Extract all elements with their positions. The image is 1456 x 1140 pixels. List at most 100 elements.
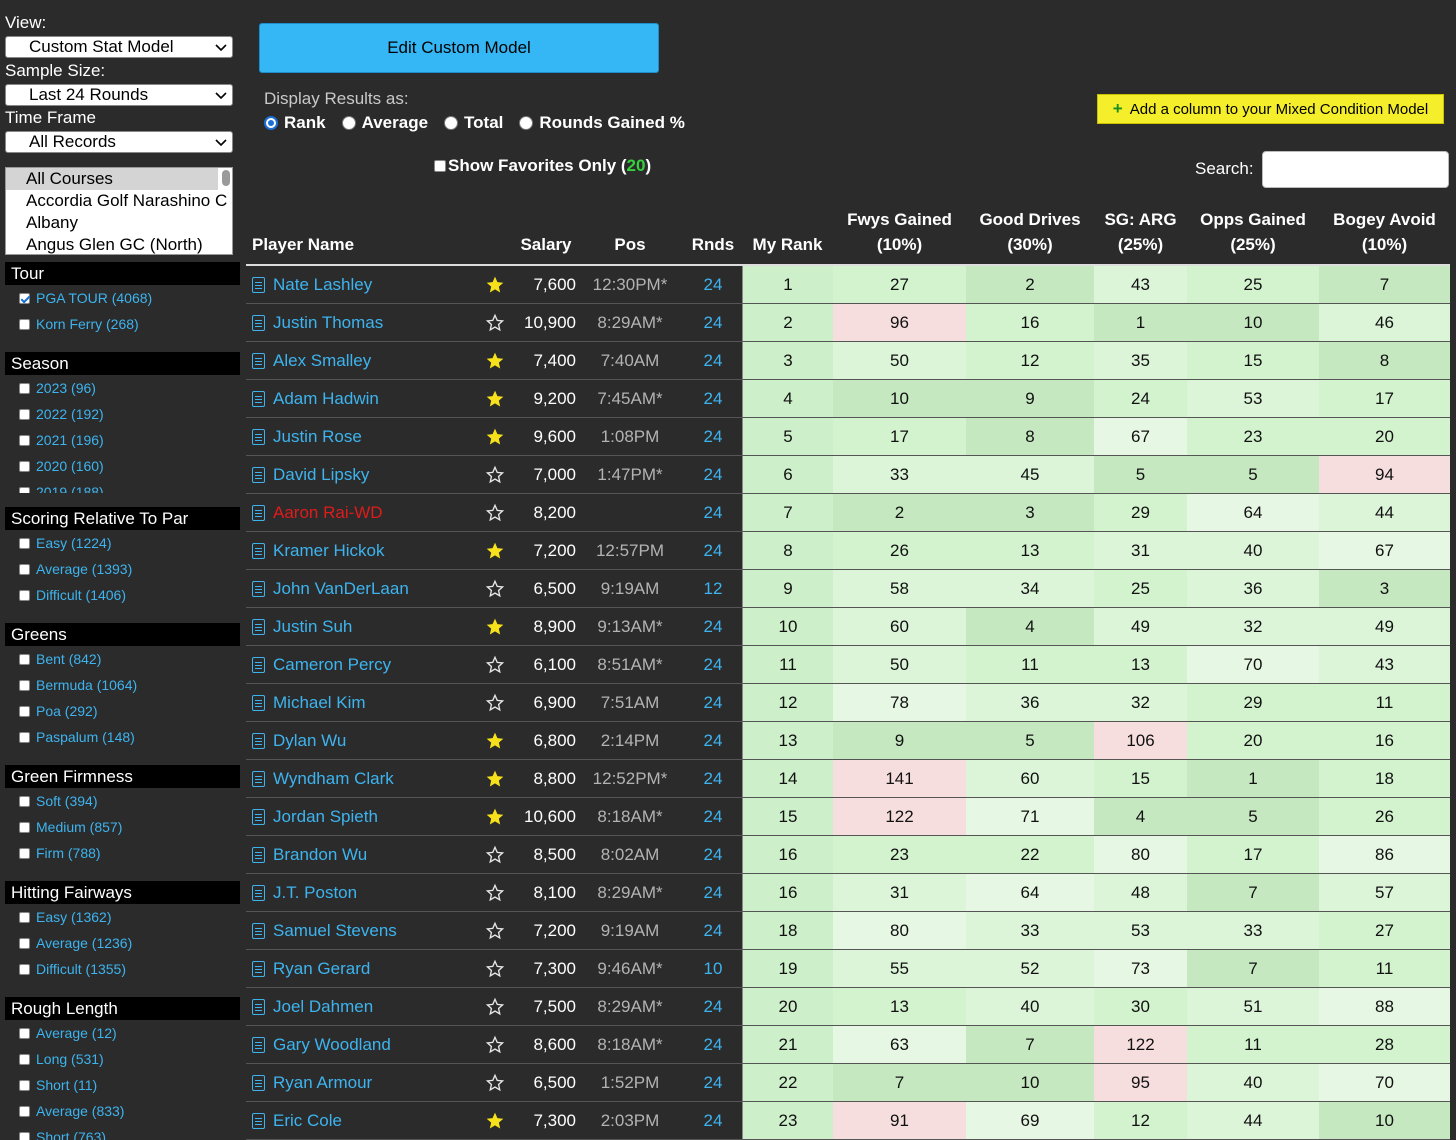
star-outline-icon[interactable]	[485, 503, 505, 523]
filter-option[interactable]: Difficult (1406)	[5, 582, 240, 608]
star-outline-icon[interactable]	[485, 693, 505, 713]
rounds-link[interactable]: 12	[703, 578, 723, 598]
header-pos[interactable]: Pos	[614, 235, 646, 254]
table-row[interactable]: Eric Cole 7,300 2:03PM 24 23 91 69 12 44 10	[246, 1102, 1450, 1140]
document-icon[interactable]	[252, 618, 265, 635]
radio-button[interactable]	[341, 116, 356, 130]
rounds-link[interactable]: 24	[703, 1072, 723, 1092]
rounds-link[interactable]: 24	[703, 426, 723, 446]
edit-custom-model-button[interactable]: Edit Custom Model	[259, 23, 659, 73]
favorite-star-icon[interactable]	[485, 617, 505, 637]
header-sg-arg[interactable]: SG: ARG (25%)	[1094, 205, 1187, 264]
document-icon[interactable]	[252, 1112, 265, 1129]
player-name[interactable]: Dylan Wu	[273, 730, 347, 750]
star-outline-icon[interactable]	[485, 579, 505, 599]
filter-checkbox[interactable]	[19, 821, 30, 833]
filter-checkbox[interactable]	[19, 1079, 30, 1091]
player-name-link[interactable]: Aaron Rai-WD	[246, 494, 474, 531]
star-outline-icon[interactable]	[485, 1035, 505, 1055]
player-name-link[interactable]: Wyndham Clark	[246, 760, 474, 797]
favorite-toggle[interactable]	[474, 1064, 516, 1101]
filter-option-label[interactable]: Poa (292)	[36, 703, 98, 719]
player-name-link[interactable]: Cameron Percy	[246, 646, 474, 683]
filter-option-label[interactable]: PGA TOUR (4068)	[36, 290, 153, 306]
player-name[interactable]: J.T. Poston	[273, 882, 358, 902]
player-name[interactable]: Adam Hadwin	[273, 388, 379, 408]
view-select[interactable]: Custom Stat Model	[5, 36, 233, 58]
document-icon[interactable]	[252, 846, 265, 863]
filter-option-label[interactable]: Bermuda (1064)	[36, 677, 138, 693]
favorite-toggle[interactable]	[474, 380, 516, 417]
player-name-link[interactable]: Ryan Gerard	[246, 950, 474, 987]
star-outline-icon[interactable]	[485, 845, 505, 865]
player-name[interactable]: Aaron Rai-WD	[273, 502, 383, 522]
favorite-toggle[interactable]	[474, 760, 516, 797]
favorite-star-icon[interactable]	[485, 769, 505, 789]
filter-checkbox[interactable]	[19, 963, 30, 975]
table-row[interactable]: David Lipsky 7,000 1:47PM* 24 6 33 45 5 5 94	[246, 456, 1450, 494]
table-row[interactable]: Wyndham Clark 8,800 12:52PM* 24 14 141 60 15 1 18	[246, 760, 1450, 798]
filter-checkbox[interactable]	[19, 679, 30, 691]
favorite-toggle[interactable]	[474, 266, 516, 303]
favorite-star-icon[interactable]	[485, 275, 505, 295]
course-listbox[interactable]: All Courses Accordia Golf Narashino C Al…	[5, 167, 233, 255]
favorite-toggle[interactable]	[474, 836, 516, 873]
radio-total[interactable]: Total	[444, 113, 503, 133]
filter-option-label[interactable]: Difficult (1406)	[36, 587, 127, 603]
filter-checkbox[interactable]	[19, 589, 30, 601]
filter-option-label[interactable]: Average (1393)	[36, 561, 133, 577]
rounds-link[interactable]: 24	[703, 996, 723, 1016]
star-outline-icon[interactable]	[485, 313, 505, 333]
rounds-link[interactable]: 24	[703, 1034, 723, 1054]
filter-option-label[interactable]: 2022 (192)	[36, 406, 104, 422]
filter-option[interactable]: Poa (292)	[5, 698, 240, 724]
favorites-checkbox[interactable]	[434, 160, 446, 172]
table-row[interactable]: Justin Suh 8,900 9:13AM* 24 10 60 4 49 32 49	[246, 608, 1450, 646]
document-icon[interactable]	[252, 1036, 265, 1053]
player-name-link[interactable]: Adam Hadwin	[246, 380, 474, 417]
course-option[interactable]: Albany	[26, 213, 78, 232]
header-good-drives[interactable]: Good Drives (30%)	[966, 205, 1094, 264]
rounds-link[interactable]: 24	[703, 654, 723, 674]
header-opps-gained[interactable]: Opps Gained (25%)	[1187, 205, 1319, 264]
filter-option-label[interactable]: Difficult (1355)	[36, 961, 127, 977]
table-row[interactable]: Joel Dahmen 7,500 8:29AM* 24 20 13 40 30 51 88	[246, 988, 1450, 1026]
favorite-toggle[interactable]	[474, 342, 516, 379]
player-name[interactable]: Gary Woodland	[273, 1034, 391, 1054]
filter-option-label[interactable]: Average (12)	[36, 1025, 117, 1041]
filter-checkbox[interactable]	[19, 847, 30, 859]
filter-option-label[interactable]: 2023 (96)	[36, 380, 96, 396]
listbox-scrollbar[interactable]	[222, 170, 230, 186]
filter-option-label[interactable]: Soft (394)	[36, 793, 98, 809]
favorite-toggle[interactable]	[474, 1026, 516, 1063]
add-column-button[interactable]: + Add a column to your Mixed Condition Mo…	[1097, 94, 1444, 124]
filter-option-label[interactable]: Easy (1224)	[36, 535, 112, 551]
star-outline-icon[interactable]	[485, 959, 505, 979]
filter-option[interactable]: 2023 (96)	[5, 375, 240, 401]
player-name-link[interactable]: Michael Kim	[246, 684, 474, 721]
player-name-link[interactable]: Brandon Wu	[246, 836, 474, 873]
filter-checkbox[interactable]	[19, 653, 30, 665]
filter-checkbox[interactable]	[19, 434, 30, 446]
table-row[interactable]: John VanDerLaan 6,500 9:19AM 12 9 58 34 25 36 3	[246, 570, 1450, 608]
player-name[interactable]: Brandon Wu	[273, 844, 368, 864]
player-name-link[interactable]: Samuel Stevens	[246, 912, 474, 949]
filter-option[interactable]: 2021 (196)	[5, 427, 240, 453]
favorite-toggle[interactable]	[474, 570, 516, 607]
player-name-link[interactable]: Jordan Spieth	[246, 798, 474, 835]
player-name-link[interactable]: Ryan Armour	[246, 1064, 474, 1101]
document-icon[interactable]	[252, 580, 265, 597]
player-name[interactable]: Nate Lashley	[273, 274, 373, 294]
filter-option[interactable]: Soft (394)	[5, 788, 240, 814]
player-name-link[interactable]: Justin Thomas	[246, 304, 474, 341]
table-row[interactable]: Adam Hadwin 9,200 7:45AM* 24 4 10 9 24 53 17	[246, 380, 1450, 418]
document-icon[interactable]	[252, 732, 265, 749]
rounds-link[interactable]: 10	[703, 958, 723, 978]
player-name[interactable]: Justin Rose	[273, 426, 362, 446]
player-name-link[interactable]: Nate Lashley	[246, 266, 474, 303]
filter-option[interactable]: 2022 (192)	[5, 401, 240, 427]
document-icon[interactable]	[252, 922, 265, 939]
filter-option[interactable]: 2020 (160)	[5, 453, 240, 479]
favorite-toggle[interactable]	[474, 646, 516, 683]
table-row[interactable]: Ryan Gerard 7,300 9:46AM* 10 19 55 52 73 7 11	[246, 950, 1450, 988]
